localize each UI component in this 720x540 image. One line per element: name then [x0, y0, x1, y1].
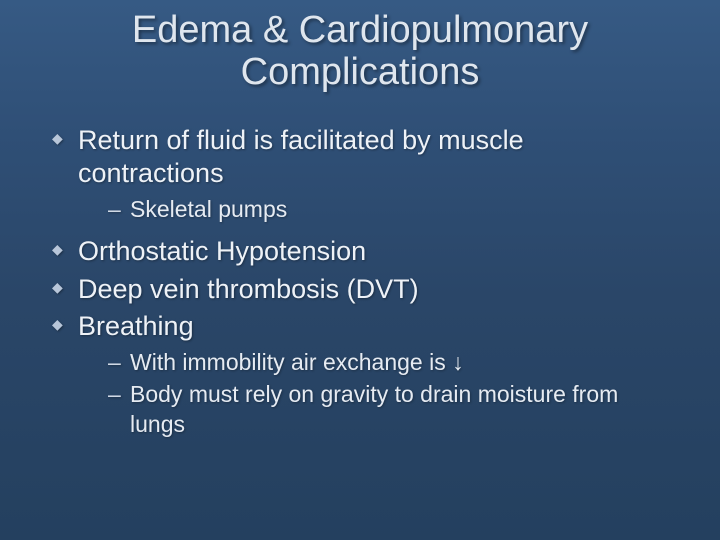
- slide: Edema & Cardiopulmonary Complications Re…: [0, 0, 720, 540]
- bullet-text: Return of fluid is facilitated by muscle…: [78, 125, 524, 189]
- list-item: Breathing With immobility air exchange i…: [50, 310, 670, 439]
- list-item: Deep vein thrombosis (DVT): [50, 273, 670, 307]
- bullet-list: Return of fluid is facilitated by muscle…: [50, 124, 670, 440]
- sub-item: With immobility air exchange is ↓: [78, 348, 670, 378]
- bullet-text: Breathing: [78, 311, 194, 341]
- sub-item: Body must rely on gravity to drain moist…: [78, 380, 670, 440]
- sub-list: Skeletal pumps: [78, 195, 670, 225]
- bullet-text: Deep vein thrombosis (DVT): [78, 274, 419, 304]
- sub-list: With immobility air exchange is ↓ Body m…: [78, 348, 670, 440]
- list-item: Return of fluid is facilitated by muscle…: [50, 124, 670, 225]
- slide-title: Edema & Cardiopulmonary Complications: [50, 10, 670, 94]
- bullet-text: Orthostatic Hypotension: [78, 236, 366, 266]
- list-item: Orthostatic Hypotension: [50, 235, 670, 269]
- sub-item: Skeletal pumps: [78, 195, 670, 225]
